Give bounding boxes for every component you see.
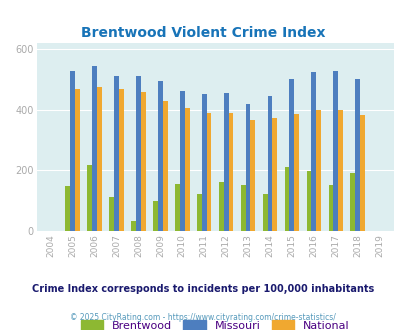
Bar: [250, 120, 255, 231]
Bar: [354, 79, 359, 231]
Bar: [97, 87, 102, 231]
Bar: [70, 71, 75, 231]
Bar: [306, 171, 311, 231]
Bar: [158, 82, 162, 231]
Bar: [184, 108, 189, 231]
Bar: [141, 92, 145, 231]
Bar: [294, 115, 298, 231]
Bar: [262, 194, 267, 231]
Bar: [119, 89, 124, 231]
Bar: [228, 113, 233, 231]
Bar: [315, 110, 320, 231]
Bar: [245, 104, 250, 231]
Bar: [153, 201, 158, 231]
Bar: [267, 96, 272, 231]
Bar: [87, 165, 92, 231]
Text: © 2025 CityRating.com - https://www.cityrating.com/crime-statistics/: © 2025 CityRating.com - https://www.city…: [70, 313, 335, 322]
Bar: [75, 89, 80, 231]
Bar: [92, 66, 97, 231]
Bar: [114, 76, 119, 231]
Bar: [206, 113, 211, 231]
Bar: [65, 186, 70, 231]
Bar: [179, 91, 184, 231]
Bar: [272, 118, 277, 231]
Legend: Brentwood, Missouri, National: Brentwood, Missouri, National: [77, 315, 353, 330]
Bar: [284, 167, 289, 231]
Bar: [311, 72, 315, 231]
Bar: [240, 185, 245, 231]
Bar: [201, 94, 206, 231]
Bar: [175, 184, 179, 231]
Bar: [196, 194, 201, 231]
Bar: [162, 101, 167, 231]
Bar: [136, 76, 141, 231]
Bar: [218, 182, 223, 231]
Bar: [109, 197, 114, 231]
Bar: [223, 93, 228, 231]
Bar: [359, 115, 364, 231]
Text: Brentwood Violent Crime Index: Brentwood Violent Crime Index: [81, 26, 324, 40]
Bar: [328, 185, 333, 231]
Bar: [131, 221, 136, 231]
Bar: [337, 110, 342, 231]
Text: Crime Index corresponds to incidents per 100,000 inhabitants: Crime Index corresponds to incidents per…: [32, 284, 373, 294]
Bar: [350, 173, 354, 231]
Bar: [333, 71, 337, 231]
Bar: [289, 79, 294, 231]
